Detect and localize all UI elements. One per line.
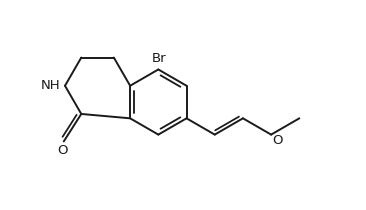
Text: NH: NH [41,79,60,92]
Text: O: O [272,134,283,147]
Text: Br: Br [152,51,167,64]
Text: O: O [57,144,68,157]
